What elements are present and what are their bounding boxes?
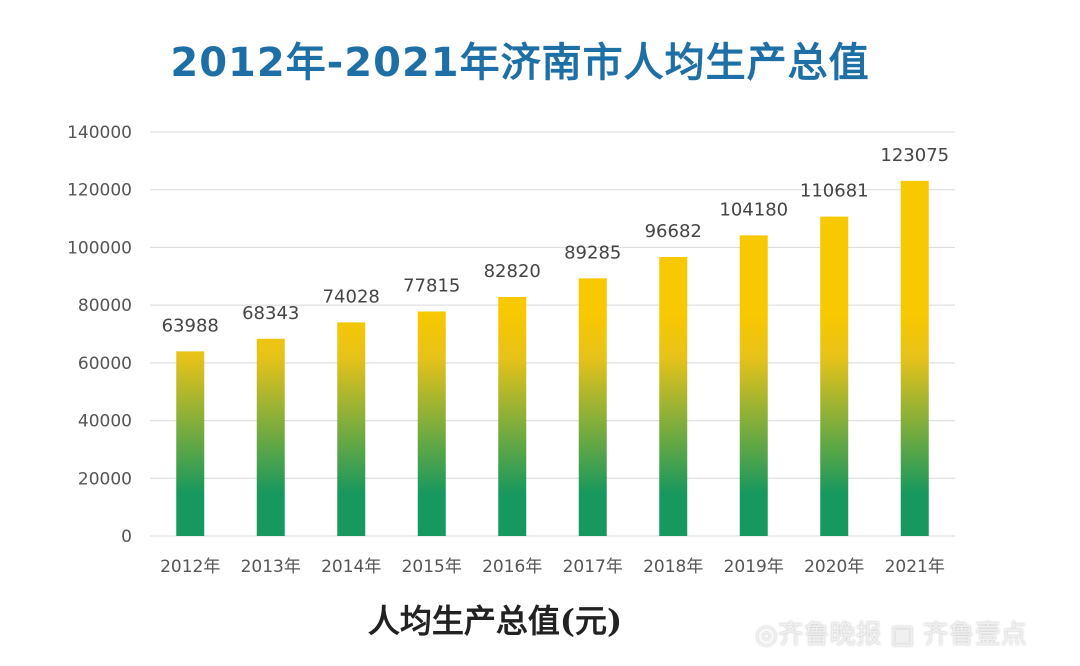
y-tick-label: 60000 (78, 354, 132, 374)
y-tick-label: 20000 (78, 469, 132, 489)
bar (900, 180, 929, 537)
data-label: 89285 (564, 242, 621, 263)
x-tick-label: 2018年 (643, 557, 703, 577)
x-tick-label: 2017年 (563, 557, 623, 577)
bar (820, 216, 849, 536)
data-label: 77815 (403, 275, 460, 296)
bar (256, 338, 285, 536)
bar (417, 311, 446, 536)
data-label: 68343 (242, 303, 299, 324)
data-label: 110681 (800, 181, 869, 202)
watermark-logo: ◎齐鲁晚报 ▣ 齐鲁壹点 (755, 620, 1027, 650)
bar (337, 322, 366, 536)
x-tick-label: 2015年 (402, 557, 462, 577)
data-label: 82820 (484, 261, 541, 282)
x-tick-label: 2019年 (724, 557, 784, 577)
data-label: 123075 (880, 145, 949, 166)
bar (176, 351, 205, 536)
data-label: 74028 (323, 286, 380, 307)
bar (739, 235, 768, 537)
x-tick-label: 2013年 (241, 557, 301, 577)
bar (659, 257, 688, 536)
y-tick-label: 120000 (67, 181, 132, 201)
y-tick-label: 80000 (78, 296, 132, 316)
x-tick-label: 2012年 (160, 557, 220, 577)
data-label: 63988 (162, 315, 219, 336)
y-tick-label: 140000 (67, 123, 132, 143)
x-tick-label: 2020年 (804, 557, 864, 577)
y-tick-label: 0 (121, 527, 132, 547)
data-label: 96682 (645, 221, 702, 242)
bar (498, 297, 527, 536)
chart-title: 2012年-2021年济南市人均生产总值 (170, 40, 870, 86)
y-tick-label: 100000 (67, 238, 132, 258)
x-tick-label: 2016年 (482, 557, 542, 577)
x-tick-label: 2014年 (321, 557, 381, 577)
x-axis-label: 人均生产总值(元) (367, 602, 623, 640)
bar (578, 278, 607, 536)
data-label: 104180 (719, 199, 788, 220)
y-tick-label: 40000 (78, 412, 132, 432)
x-tick-label: 2021年 (885, 557, 945, 577)
